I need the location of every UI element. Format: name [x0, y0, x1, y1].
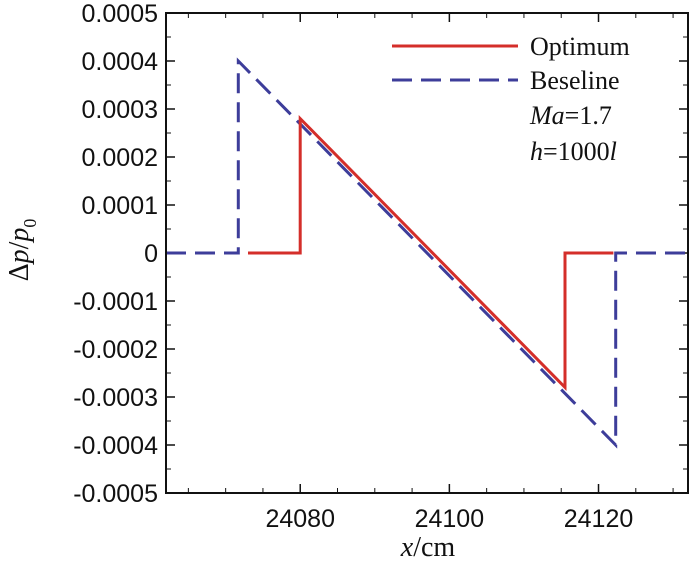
y-axis-den: p — [4, 228, 35, 244]
y-tick-label: 0.0001 — [82, 192, 158, 220]
x-axis-unit: /cm — [413, 532, 455, 562]
x-tick-label: 24120 — [564, 505, 634, 533]
y-tick-label: -0.0002 — [73, 336, 158, 364]
annotation-height-suffix: l — [610, 137, 617, 166]
y-axis-sub: 0 — [20, 219, 40, 228]
x-tick-label: 24080 — [265, 505, 335, 533]
legend: Optimum Beseline — [392, 32, 630, 95]
y-tick-label: -0.0001 — [73, 288, 158, 316]
y-axis-num: p — [4, 249, 35, 265]
annotation-mach-value: =1.7 — [565, 101, 612, 130]
tick-labels: -0.0005 -0.0004 -0.0003 -0.0002 -0.0001 0 0.00… — [73, 0, 633, 533]
annotation-height: h=1000l — [530, 137, 617, 166]
y-tick-label: -0.0005 — [73, 480, 158, 508]
y-tick-label: 0.0003 — [82, 96, 158, 124]
annotation-mach: Ma=1.7 — [529, 101, 612, 130]
y-tick-label: 0.0005 — [82, 0, 158, 28]
series-layer — [166, 57, 688, 449]
legend-label-optimum: Optimum — [530, 32, 630, 61]
y-tick-label: -0.0004 — [73, 432, 158, 460]
series-line-beseline — [166, 57, 688, 449]
annotation-mach-var: Ma — [529, 101, 565, 130]
x-axis-var: x — [400, 532, 414, 562]
annotation-height-value: =1000 — [543, 137, 610, 166]
y-tick-label: 0 — [144, 240, 158, 268]
y-axis-slash: / — [4, 241, 35, 249]
y-axis-delta: Δ — [4, 263, 35, 281]
plot-area-frame — [165, 12, 689, 494]
y-tick-label: 0.0002 — [82, 144, 158, 172]
x-axis-title: x/cm — [400, 532, 456, 562]
y-axis-title: Δp/p0 — [4, 219, 40, 282]
y-tick-label: 0.0004 — [82, 48, 159, 76]
legend-label-baseline: Beseline — [530, 66, 620, 95]
series-line-optimum — [248, 114, 614, 392]
x-tick-label: 24100 — [415, 505, 485, 533]
annotation-height-var: h — [530, 137, 543, 166]
y-tick-label: -0.0003 — [73, 384, 158, 412]
